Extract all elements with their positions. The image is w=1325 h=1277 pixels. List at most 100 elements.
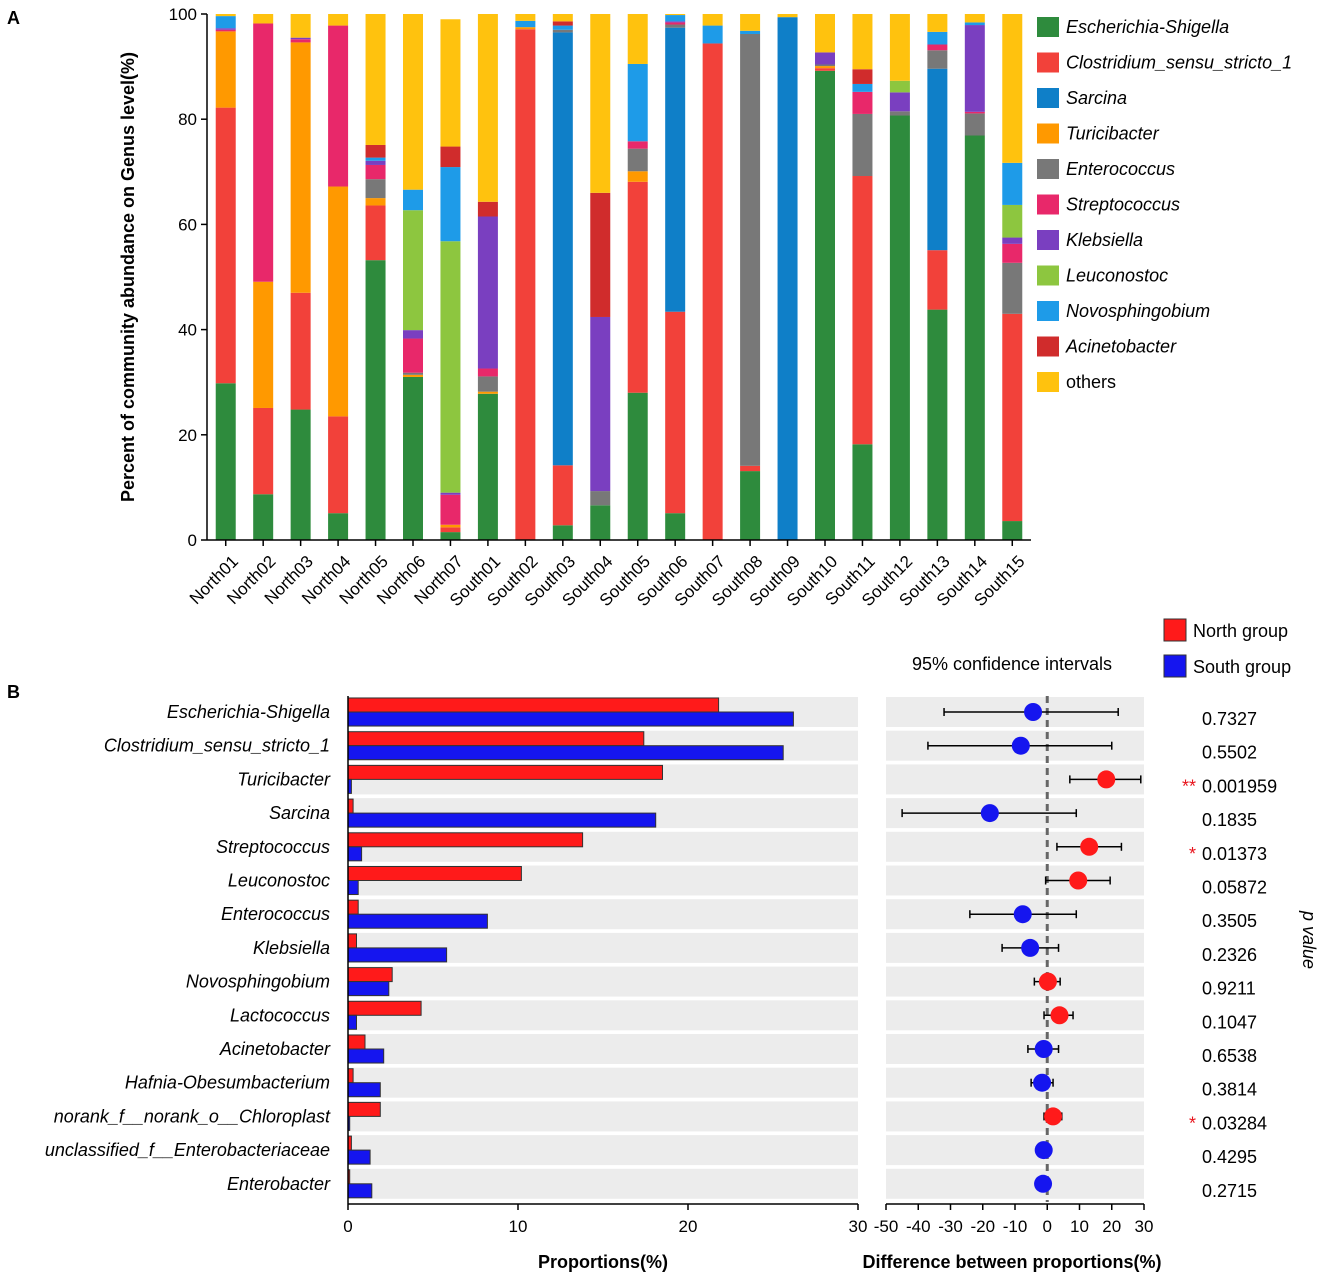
- row-band-ci: [886, 1067, 1144, 1098]
- bar-south09-sarcina: [777, 17, 798, 540]
- bar-south11-acinetobacter: [852, 69, 873, 84]
- bar-south05-clostridium-sensu-stricto-1: [627, 181, 648, 393]
- bar-north01-streptococcus: [215, 29, 236, 32]
- ci-point-novosphingobium: [1038, 972, 1057, 991]
- genus-label-novosphingobium: Novosphingobium: [186, 972, 330, 992]
- p-value-escherichia-shigella: 0.7327: [1202, 709, 1257, 729]
- panel-a-label: A: [7, 8, 20, 28]
- y-tick-label-100: 100: [169, 5, 197, 24]
- legend-label-turicibacter: Turicibacter: [1066, 124, 1160, 144]
- p-value-klebsiella: 0.2326: [1202, 945, 1257, 965]
- legend-label-escherichia-shigella: Escherichia-Shigella: [1066, 17, 1229, 37]
- genus-label-clostridium-sensu-stricto-1: Clostridium_sensu_stricto_1: [104, 736, 330, 756]
- bar-north05-novosphingobium: [365, 157, 386, 161]
- ci-point-leuconostoc: [1069, 871, 1088, 890]
- bar-north05-enterococcus: [365, 179, 386, 199]
- bar-north07-leuconostoc: [440, 241, 461, 493]
- difference-tick-label--40: -40: [906, 1217, 931, 1236]
- bar-south15-enterococcus: [1002, 262, 1023, 314]
- difference-tick-label--20: -20: [970, 1217, 995, 1236]
- legend-label-enterococcus: Enterococcus: [1066, 159, 1175, 179]
- bar-north05-escherichia-shigella: [365, 260, 386, 540]
- proportions-tick-label-0: 0: [343, 1217, 352, 1236]
- ci-point-enterobacter: [1034, 1174, 1053, 1193]
- bar-south01-turicibacter: [477, 391, 498, 394]
- panel-a-y-axis-title: Percent of community abundance on Genus …: [118, 52, 138, 502]
- difference-tick-label--30: -30: [938, 1217, 963, 1236]
- bar-south05-escherichia-shigella: [627, 392, 648, 540]
- bar-south03-clostridium-sensu-stricto-1: [552, 465, 573, 526]
- row-band-ci: [886, 1135, 1144, 1166]
- bar-south04-others: [590, 14, 611, 193]
- proportions-axis-title: Proportions(%): [538, 1252, 668, 1272]
- bar-south14-enterococcus: [964, 113, 985, 136]
- p-value-leuconostoc: 0.05872: [1202, 878, 1267, 898]
- bar-south-enterobacter: [347, 1183, 373, 1199]
- bar-south12-escherichia-shigella: [889, 115, 910, 540]
- row-band-proportions: [348, 1168, 858, 1199]
- bar-south-hafnia-obesumbacterium: [347, 1082, 381, 1098]
- bar-north-norank-f-norank-o-chloroplast: [347, 1101, 381, 1117]
- bar-south-klebsiella: [347, 947, 448, 963]
- legend-swatch-streptococcus: [1037, 194, 1059, 215]
- legend-label-acinetobacter: Acinetobacter: [1065, 337, 1177, 357]
- genus-label-enterococcus: Enterococcus: [221, 904, 330, 924]
- bar-south07-others: [702, 14, 723, 26]
- bar-north07-streptococcus: [440, 494, 461, 525]
- y-tick-label-40: 40: [178, 321, 197, 340]
- bar-north01-klebsiella: [215, 28, 236, 30]
- bar-north-leuconostoc: [347, 866, 522, 881]
- panel-a-legend: Escherichia-Shigella Clostridium_sensu_st…: [1037, 17, 1292, 392]
- bar-south01-escherichia-shigella: [477, 393, 498, 540]
- p-value-enterobacter: 0.2715: [1202, 1181, 1257, 1201]
- bar-south13-streptococcus: [927, 44, 948, 51]
- bar-north06-klebsiella: [403, 330, 423, 339]
- bar-south08-clostridium-sensu-stricto-1: [740, 465, 761, 472]
- bar-south-leuconostoc: [347, 880, 359, 895]
- bar-north07-others: [440, 19, 461, 147]
- p-value-sarcina: 0.1835: [1202, 810, 1257, 830]
- bar-north06-leuconostoc: [403, 210, 423, 331]
- bar-north01-novosphingobium: [215, 16, 236, 29]
- ci-point-klebsiella: [1021, 938, 1040, 957]
- bar-south11-others: [852, 14, 873, 70]
- bar-north07-novosphingobium: [440, 167, 461, 242]
- bar-south06-others: [665, 14, 686, 16]
- y-tick-label-80: 80: [178, 110, 197, 129]
- bar-north-escherichia-shigella: [347, 697, 720, 713]
- bar-north06-escherichia-shigella: [403, 376, 423, 540]
- bar-north01-escherichia-shigella: [215, 383, 236, 540]
- panel-b-label: B: [7, 682, 20, 702]
- bar-north03-turicibacter: [290, 42, 311, 293]
- row-band-proportions: [348, 1000, 858, 1031]
- bar-north02-streptococcus: [253, 23, 274, 282]
- bar-north04-clostridium-sensu-stricto-1: [328, 416, 349, 514]
- row-band-proportions: [348, 966, 858, 997]
- row-band-ci: [886, 966, 1144, 997]
- bar-south13-others: [927, 14, 948, 32]
- p-value-novosphingobium: 0.9211: [1202, 979, 1256, 999]
- difference-tick-label-0: 0: [1043, 1217, 1052, 1236]
- bar-south-enterococcus: [347, 913, 488, 929]
- bar-north02-others: [253, 14, 274, 24]
- bar-south01-acinetobacter: [477, 201, 498, 217]
- legend-swatch-novosphingobium: [1037, 301, 1059, 321]
- bar-south10-enterococcus: [815, 64, 835, 67]
- bar-south11-novosphingobium: [852, 83, 873, 92]
- legend-swatch-klebsiella: [1037, 230, 1059, 250]
- bar-south02-others: [515, 14, 536, 21]
- ci-point-clostridium-sensu-stricto-1: [1011, 736, 1030, 755]
- bar-south14-novosphingobium: [964, 22, 985, 26]
- bar-south-clostridium-sensu-stricto-1: [347, 745, 784, 761]
- p-value-acinetobacter: 0.6538: [1202, 1046, 1257, 1066]
- bar-south15-clostridium-sensu-stricto-1: [1002, 313, 1023, 522]
- bar-south09-others: [777, 14, 798, 18]
- panel-b-legend: North group South group: [1163, 618, 1291, 678]
- bar-south03-others: [552, 14, 573, 22]
- bar-south-lactococcus: [347, 1014, 357, 1030]
- legend-swatch-acinetobacter: [1037, 336, 1059, 357]
- bar-north04-escherichia-shigella: [328, 513, 349, 540]
- bar-south13-escherichia-shigella: [927, 309, 948, 540]
- bar-south05-others: [627, 14, 648, 64]
